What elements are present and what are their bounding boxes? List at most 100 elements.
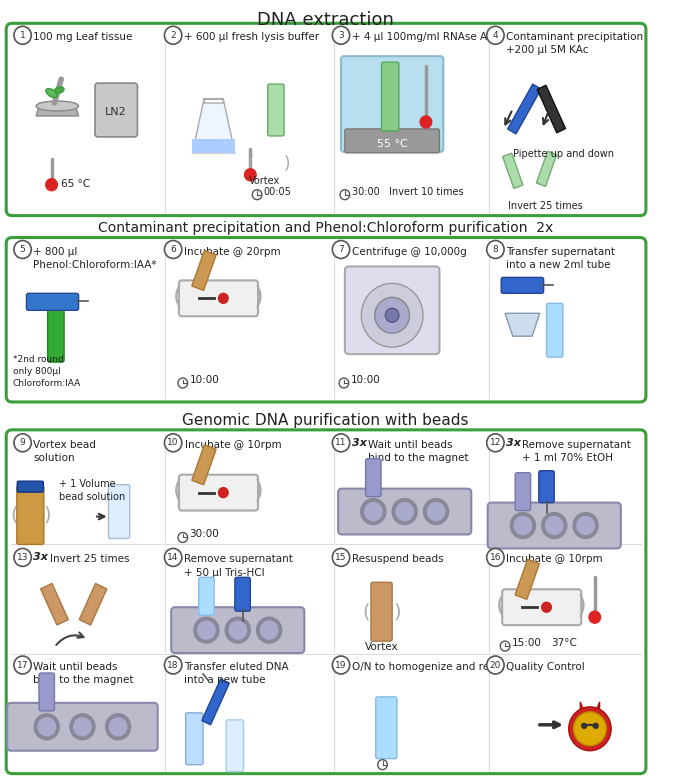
Text: Contaminant precipitation and Phenol:Chloroform purification  2x: Contaminant precipitation and Phenol:Chl… — [98, 221, 553, 235]
Circle shape — [510, 512, 536, 538]
Polygon shape — [40, 583, 68, 625]
Text: 14: 14 — [168, 553, 179, 562]
Text: Incubate @ 10rpm: Incubate @ 10rpm — [184, 440, 281, 450]
Text: + 4 µl 100mg/ml RNAse A: + 4 µl 100mg/ml RNAse A — [351, 32, 487, 42]
Text: ): ) — [284, 154, 290, 173]
Circle shape — [225, 617, 250, 643]
Circle shape — [332, 548, 350, 566]
Polygon shape — [192, 99, 235, 153]
Circle shape — [38, 718, 55, 736]
Circle shape — [106, 714, 131, 739]
Circle shape — [378, 760, 388, 770]
Text: 3x: 3x — [33, 552, 48, 562]
Text: 30:00   Invert 10 times: 30:00 Invert 10 times — [351, 186, 463, 197]
Text: 37°C: 37°C — [551, 638, 577, 648]
Circle shape — [14, 548, 32, 566]
Text: 1: 1 — [20, 30, 26, 40]
Circle shape — [332, 434, 350, 452]
Text: (: ( — [173, 479, 183, 502]
Text: Transfer eluted DNA
into a new tube: Transfer eluted DNA into a new tube — [184, 662, 288, 685]
FancyBboxPatch shape — [48, 310, 64, 362]
Text: Quality Control: Quality Control — [506, 662, 585, 672]
Circle shape — [110, 718, 127, 736]
Circle shape — [514, 516, 532, 534]
Text: 30:00: 30:00 — [190, 530, 219, 540]
Text: ): ) — [393, 603, 401, 622]
Text: Remove supernatant
+ 1 ml 70% EtOH: Remove supernatant + 1 ml 70% EtOH — [522, 440, 631, 463]
Text: 10:00: 10:00 — [351, 375, 380, 385]
Text: 100 mg Leaf tissue: 100 mg Leaf tissue — [33, 32, 133, 42]
Text: 8: 8 — [493, 245, 498, 254]
Circle shape — [194, 617, 219, 643]
Text: Incubate @ 20rpm: Incubate @ 20rpm — [184, 246, 281, 257]
FancyBboxPatch shape — [179, 475, 258, 511]
Circle shape — [164, 240, 182, 258]
Text: 12: 12 — [490, 438, 501, 447]
Text: ): ) — [577, 594, 587, 617]
Circle shape — [427, 502, 445, 520]
Circle shape — [244, 168, 256, 181]
FancyBboxPatch shape — [179, 280, 258, 316]
FancyBboxPatch shape — [501, 278, 544, 293]
Circle shape — [386, 308, 399, 322]
FancyBboxPatch shape — [108, 484, 130, 538]
Text: Remove supernatant
+ 50 µl Tris-HCl: Remove supernatant + 50 µl Tris-HCl — [184, 555, 293, 578]
Text: 3x: 3x — [506, 438, 521, 448]
Circle shape — [487, 434, 504, 452]
Polygon shape — [202, 679, 229, 725]
Text: Contaminant precipitation
+200 µl 5M KAc: Contaminant precipitation +200 µl 5M KAc — [506, 32, 643, 55]
Text: Vortex bead
solution: Vortex bead solution — [33, 440, 96, 463]
FancyBboxPatch shape — [199, 577, 214, 615]
Text: 55 °C: 55 °C — [377, 139, 408, 149]
FancyBboxPatch shape — [546, 303, 563, 357]
Circle shape — [420, 116, 431, 128]
Text: LN2: LN2 — [106, 107, 127, 117]
Text: (: ( — [362, 603, 370, 622]
Ellipse shape — [55, 87, 64, 94]
Circle shape — [332, 27, 350, 44]
Text: 20: 20 — [490, 661, 501, 669]
FancyBboxPatch shape — [7, 703, 157, 750]
Circle shape — [198, 621, 215, 639]
Polygon shape — [536, 151, 557, 186]
Circle shape — [569, 707, 611, 750]
Text: 11: 11 — [335, 438, 347, 447]
Circle shape — [70, 714, 95, 739]
FancyBboxPatch shape — [26, 293, 79, 310]
Circle shape — [164, 434, 182, 452]
Circle shape — [14, 434, 32, 452]
Circle shape — [573, 512, 598, 538]
Circle shape — [361, 283, 423, 347]
Text: Resuspend beads: Resuspend beads — [351, 555, 444, 565]
Circle shape — [178, 533, 188, 542]
Circle shape — [594, 723, 598, 729]
Circle shape — [46, 179, 57, 191]
FancyBboxPatch shape — [186, 713, 203, 764]
Polygon shape — [580, 702, 584, 722]
Text: + 600 µl fresh lysis buffer: + 600 µl fresh lysis buffer — [184, 32, 319, 42]
Text: 17: 17 — [17, 661, 28, 669]
FancyBboxPatch shape — [39, 673, 55, 711]
Text: 2: 2 — [170, 30, 176, 40]
Text: Invert 25 times: Invert 25 times — [50, 555, 129, 565]
Text: Wait until beads
bind to the magnet: Wait until beads bind to the magnet — [33, 662, 134, 685]
Circle shape — [573, 712, 606, 746]
Circle shape — [14, 27, 32, 44]
Text: 7: 7 — [338, 245, 344, 254]
FancyBboxPatch shape — [382, 62, 399, 131]
Circle shape — [332, 240, 350, 258]
FancyBboxPatch shape — [95, 83, 137, 137]
FancyBboxPatch shape — [338, 488, 471, 534]
Circle shape — [589, 612, 600, 623]
Text: Pipette up and down: Pipette up and down — [513, 149, 614, 159]
Text: ): ) — [254, 285, 264, 308]
FancyBboxPatch shape — [365, 459, 381, 497]
FancyBboxPatch shape — [268, 84, 284, 136]
FancyBboxPatch shape — [502, 589, 581, 625]
Circle shape — [219, 488, 228, 498]
FancyBboxPatch shape — [171, 607, 304, 653]
Text: 3: 3 — [338, 30, 344, 40]
Circle shape — [546, 516, 563, 534]
Text: *2nd round
only 800µl
Chloroform:IAA: *2nd round only 800µl Chloroform:IAA — [13, 355, 81, 388]
Circle shape — [178, 378, 188, 388]
